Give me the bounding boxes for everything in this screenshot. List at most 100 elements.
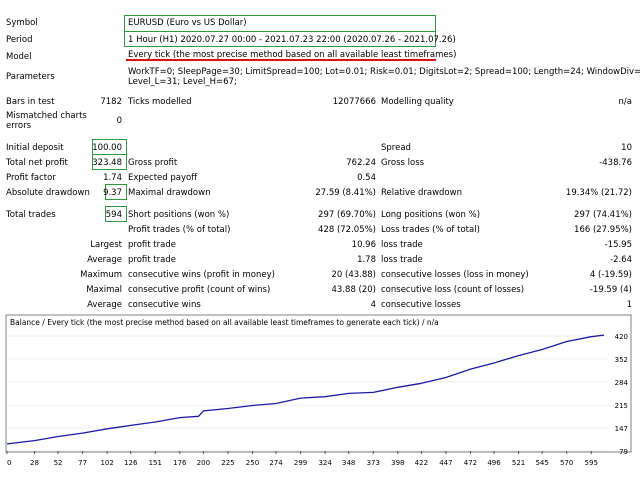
profit-factor-label: Profit factor [6,173,56,183]
y-tick-label: 147 [615,425,628,433]
bars-label: Bars in test [6,97,55,107]
x-tick-label: 570 [560,459,573,467]
average-loss-value: -2.64 [610,255,632,265]
gross-profit-label: Gross profit [128,158,178,168]
maximum-label: Maximum [80,270,122,280]
x-tick-label: 545 [535,459,548,467]
maximal-loss-label: consecutive loss (count of losses) [381,285,525,295]
net-profit-value: 323.48 [92,158,122,168]
maximal-loss-value: -19.59 (4) [589,285,632,295]
x-tick-label: 447 [439,459,452,467]
largest-label: Largest [90,240,122,250]
x-tick-label: 274 [269,459,283,467]
x-tick-label: 595 [585,459,598,467]
x-tick-label: 28 [30,459,39,467]
x-tick-label: 398 [391,459,404,467]
parameters-line-1: WorkTF=0; SleepPage=30; LimitSpread=100;… [128,67,640,77]
gross-loss-value: -438.76 [599,158,632,168]
model-label: Model [6,52,32,62]
x-tick-label: 348 [342,459,355,467]
symbol-value: EURUSD (Euro vs US Dollar) [128,18,247,28]
avg-cons-losses-value: 1 [626,300,632,310]
avg-cons-wins-label: consecutive wins [128,300,201,310]
gross-profit-value: 762.24 [346,158,376,168]
bars-value: 7182 [100,97,122,107]
largest-profit-label: profit trade [128,240,176,250]
largest-loss-label: loss trade [381,240,423,250]
max-cons-wins-value: 20 (43.88) [331,270,376,280]
parameters-label: Parameters [6,72,55,82]
loss-trades-label: Loss trades (% of total) [381,225,480,235]
mismatch-value: 0 [116,116,122,126]
x-tick-label: 225 [221,459,234,467]
x-tick-label: 299 [294,459,307,467]
average-loss-label: loss trade [381,255,423,265]
profit-factor-value: 1.74 [103,173,122,183]
average-profit-value: 1.78 [357,255,376,265]
max-drawdown-value: 27.59 (8.41%) [315,188,376,198]
short-positions-value: 297 (69.70%) [318,210,376,220]
period-highlight-box [124,31,436,47]
total-trades-value: 594 [105,210,122,220]
x-tick-label: 422 [415,459,428,467]
abs-drawdown-label: Absolute drawdown [6,188,90,198]
abs-drawdown-highlight-box [105,184,127,200]
net-profit-label: Total net profit [6,158,68,168]
ticks-value: 12077666 [332,97,376,107]
y-tick-label: 352 [615,356,628,364]
long-positions-value: 297 (74.41%) [574,210,632,220]
y-tick-label: 215 [615,402,628,410]
max-cons-wins-label: consecutive wins (profit in money) [128,270,275,280]
x-tick-label: 472 [464,459,477,467]
total-trades-label: Total trades [6,210,56,220]
x-tick-label: 373 [367,459,380,467]
max-cons-losses-label: consecutive losses (loss in money) [381,270,529,280]
period-value: 1 Hour (H1) 2020.07.27 00:00 - 2021.07.2… [128,35,456,45]
ticks-label: Ticks modelled [128,97,192,107]
x-tick-label: 151 [149,459,162,467]
max-cons-losses-value: 4 (-19.59) [589,270,632,280]
mismatch-label-1: Mismatched charts [6,111,87,121]
x-tick-label: 176 [173,459,187,467]
model-underline [126,59,436,61]
maximal-label: Maximal [86,285,122,295]
quality-value: n/a [618,97,632,107]
x-tick-label: 77 [78,459,87,467]
maximal-profit-label: consecutive profit (count of wins) [128,285,271,295]
abs-drawdown-value: 9.37 [103,188,122,198]
loss-trades-value: 166 (27.95%) [574,225,632,235]
model-value: Every tick (the most precise method base… [128,50,457,60]
quality-label: Modelling quality [381,97,454,107]
long-positions-label: Long positions (won %) [381,210,481,220]
largest-profit-value: 10.96 [351,240,376,250]
maximal-profit-value: 43.88 (20) [331,285,376,295]
average2-label: Average [87,300,122,310]
rel-drawdown-label: Relative drawdown [381,188,462,198]
y-tick-label: 284 [615,379,629,387]
net-profit-highlight-box [92,154,127,170]
symbol-label: Symbol [6,18,38,28]
x-tick-label: 0 [7,459,11,467]
expected-payoff-value: 0.54 [357,173,376,183]
period-label: Period [6,35,33,45]
x-tick-label: 200 [197,459,210,467]
mismatch-label-2: errors [6,121,32,131]
gross-loss-label: Gross loss [381,158,425,168]
total-trades-highlight-box [105,206,127,222]
rel-drawdown-value: 19.34% (21.72) [565,188,632,198]
x-tick-label: 496 [487,459,501,467]
initial-deposit-label: Initial deposit [6,143,64,153]
y-tick-label: 420 [615,333,628,341]
parameters-line-2: Level_L=31; Level_H=67; [128,77,237,87]
expected-payoff-label: Expected payoff [128,173,198,183]
average-label: Average [87,255,122,265]
average-profit-label: profit trade [128,255,176,265]
x-tick-label: 250 [246,459,259,467]
avg-cons-losses-label: consecutive losses [381,300,461,310]
chart-frame [5,314,632,453]
initial-deposit-value: 100.00 [92,143,122,153]
profit-trades-value: 428 (72.05%) [318,225,376,235]
x-tick-label: 126 [124,459,138,467]
balance-series-line [6,334,605,445]
